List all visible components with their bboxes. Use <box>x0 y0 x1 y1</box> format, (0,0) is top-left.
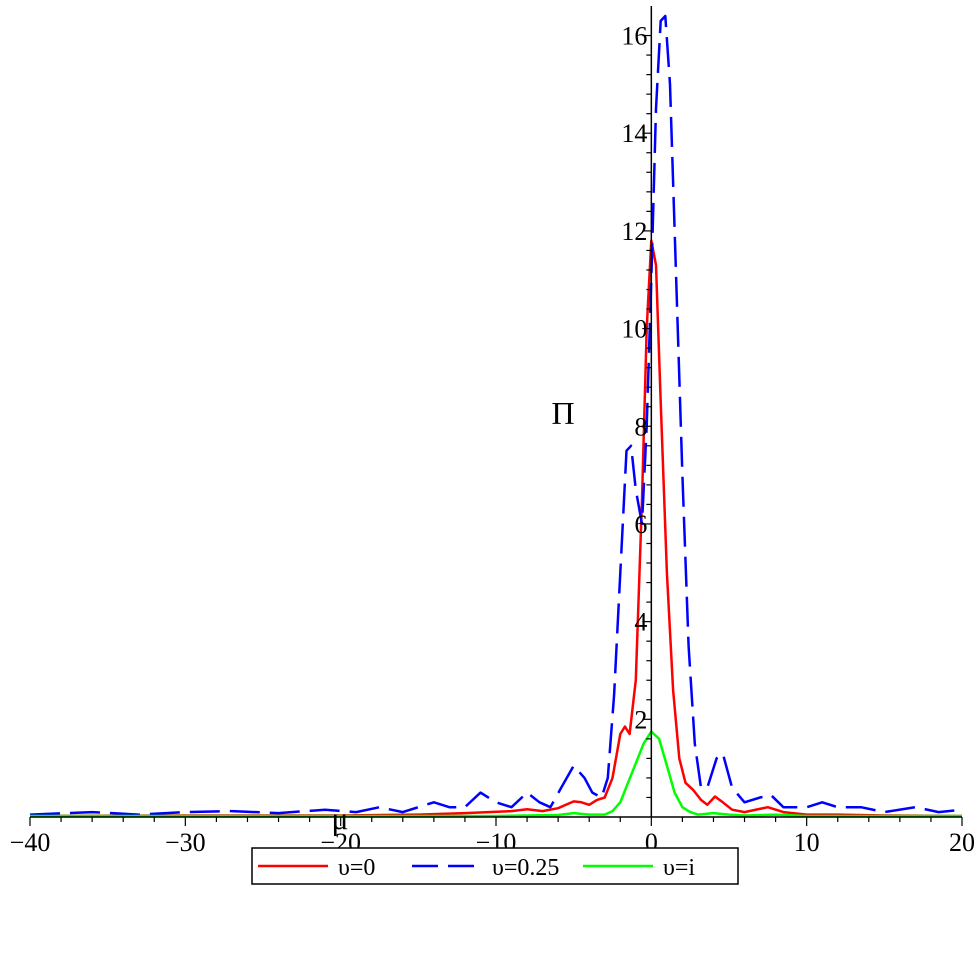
legend-label-0: υ=0 <box>338 855 375 881</box>
y-tick-label: 10 <box>621 315 647 344</box>
y-tick-label: 14 <box>621 119 647 148</box>
x-tick-label: 10 <box>794 828 820 857</box>
y-tick-label: 2 <box>634 705 647 734</box>
x-tick-label: 20 <box>949 828 975 857</box>
legend: υ=0 υ=0.25 υ=i <box>251 847 739 885</box>
legend-box <box>251 847 739 885</box>
y-tick-label: 16 <box>621 22 647 51</box>
y-tick-label: 6 <box>634 510 647 539</box>
series-line-1 <box>29 14 963 816</box>
series-line-0 <box>29 239 963 818</box>
x-tick-label: −40 <box>10 828 51 857</box>
axes <box>30 6 962 818</box>
y-axis-label: Π <box>551 395 574 431</box>
plot-area <box>29 14 963 818</box>
x-tick-label: −30 <box>165 828 206 857</box>
x-axis-label: μ <box>331 800 348 836</box>
legend-label-1: υ=0.25 <box>492 855 559 881</box>
legend-label-2: υ=i <box>663 855 695 881</box>
legend-items: υ=0 υ=0.25 υ=i <box>258 855 695 881</box>
series-line-2 <box>30 730 962 818</box>
y-tick-label: 8 <box>634 412 647 441</box>
y-tick-label: 12 <box>621 217 647 246</box>
y-tick-label: 4 <box>634 608 647 637</box>
